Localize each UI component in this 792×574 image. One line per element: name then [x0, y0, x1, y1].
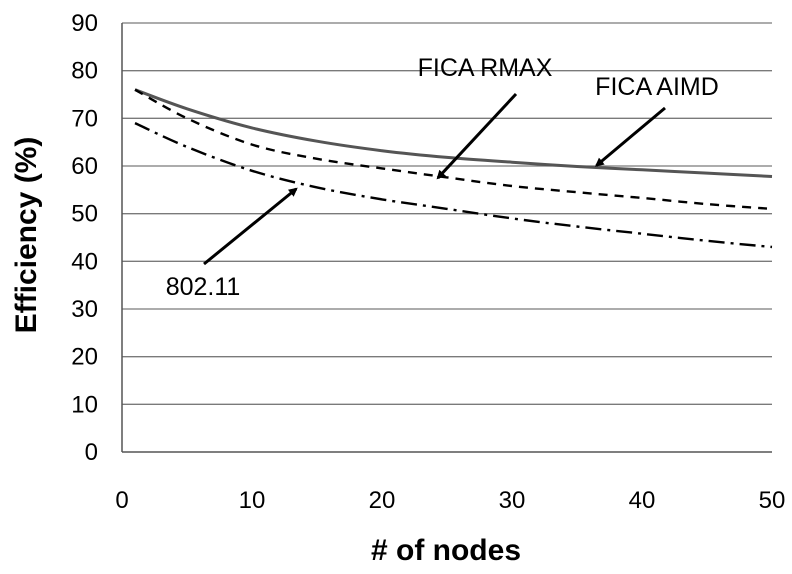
series-lines [134, 88, 773, 249]
x-tick-label-30: 30 [499, 487, 526, 514]
y-tick-label-90: 90 [71, 10, 98, 37]
annotation-arrow-802-11 [203, 187, 298, 266]
y-tick-label-40: 40 [71, 248, 98, 275]
x-tick-label-0: 0 [115, 487, 128, 514]
y-tick-label-30: 30 [71, 296, 98, 323]
annotation-arrow-fica-rmax [436, 92, 518, 180]
annotation-label-fica-rmax: FICA RMAX [418, 54, 553, 82]
tick-labels: 0 10 20 30 40 50 60 70 80 90 0 10 20 30 40 50 [71, 10, 785, 514]
x-tick-label-50: 50 [759, 487, 786, 514]
y-tick-label-20: 20 [71, 344, 98, 371]
y-tick-label-80: 80 [71, 58, 98, 85]
y-axis-title: Efficiency (%) [10, 137, 43, 334]
annotations: FICA RMAX FICA AIMD 802.11 [166, 54, 719, 301]
x-tick-label-10: 10 [239, 487, 266, 514]
y-tick-label-60: 60 [71, 153, 98, 180]
axes [121, 23, 772, 453]
x-axis-title: # of nodes [371, 534, 521, 567]
y-tick-label-50: 50 [71, 201, 98, 228]
annotation-arrow-fica-aimd [594, 106, 666, 167]
x-tick-label-20: 20 [369, 487, 396, 514]
y-tick-label-70: 70 [71, 105, 98, 132]
series-line-802-11 [134, 122, 773, 249]
y-tick-label-10: 10 [71, 391, 98, 418]
series-line-fica-aimd [134, 88, 773, 178]
x-tick-label-40: 40 [629, 487, 656, 514]
annotation-label-fica-aimd: FICA AIMD [595, 73, 719, 101]
annotation-label-802-11: 802.11 [166, 273, 241, 301]
series-line-fica-rmax [134, 88, 773, 211]
y-tick-label-0: 0 [85, 439, 98, 466]
